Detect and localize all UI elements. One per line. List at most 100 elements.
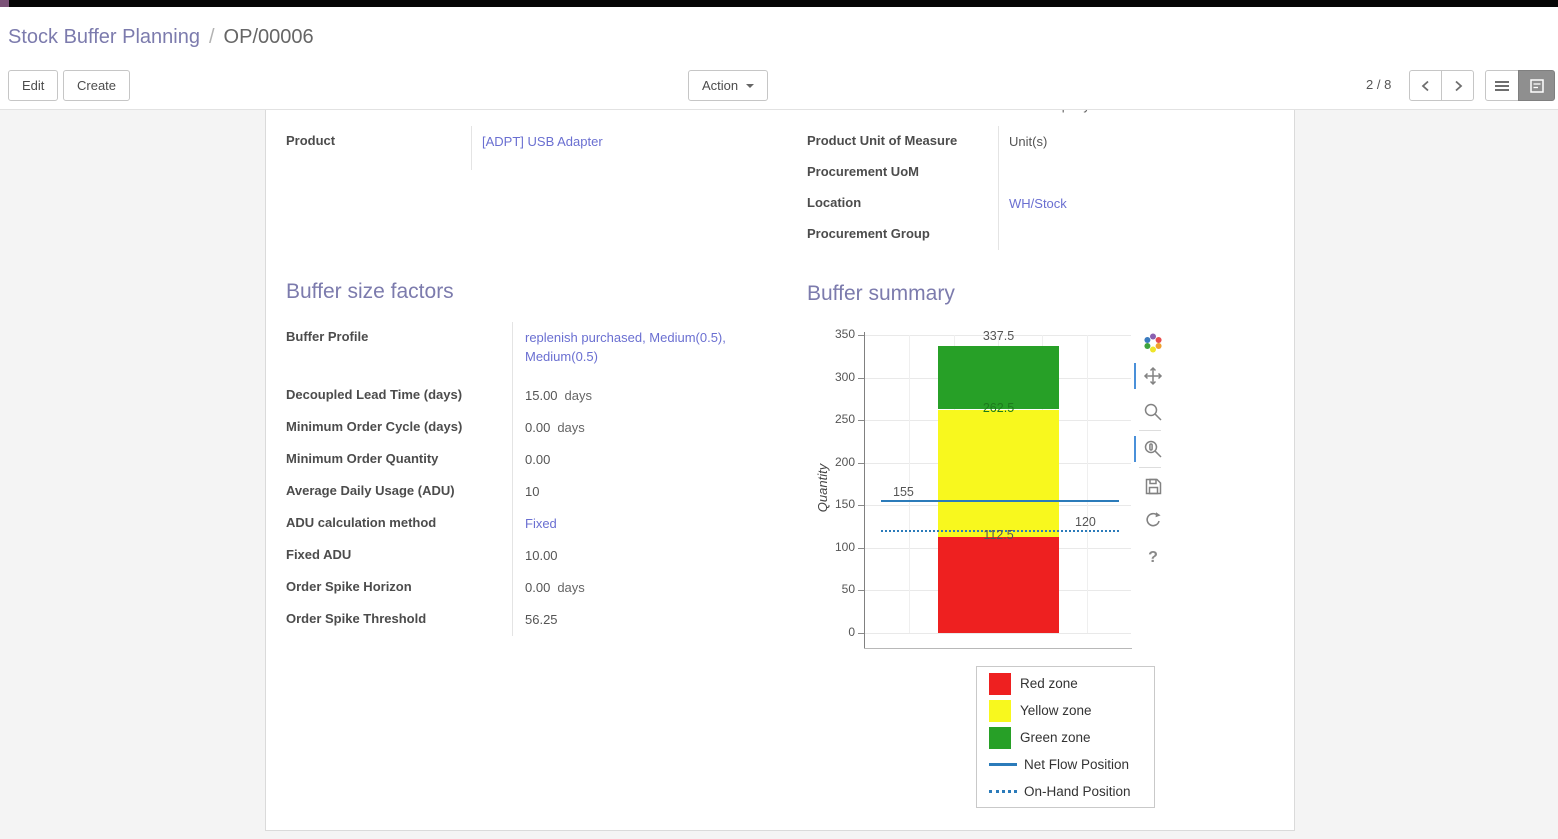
field-row-min-order-cycle: Minimum Order Cycle (days) 0.00 days <box>286 412 786 444</box>
field-value: 0.00 days <box>512 572 760 604</box>
section-title-buffer-summary: Buffer summary <box>807 282 955 305</box>
active-tool-indicator <box>1134 363 1136 389</box>
wheel-zoom-tool-icon[interactable] <box>1141 436 1165 462</box>
form-view-icon <box>1529 78 1544 93</box>
breadcrumb: Stock Buffer Planning / OP/00006 <box>8 26 314 49</box>
field-label: Order Spike Horizon <box>286 579 412 594</box>
y-tick-label: 150 <box>834 497 855 512</box>
product-link[interactable]: [ADPT] USB Adapter <box>482 134 603 149</box>
field-row-spike-threshold: Order Spike Threshold 56.25 <box>286 604 786 636</box>
toolbar-separator <box>1139 467 1161 468</box>
product-field-group: Product [ADPT] USB Adapter <box>286 126 756 170</box>
zone-yellow-zone <box>938 409 1059 538</box>
field-label: Location <box>807 195 862 210</box>
top-menu-bar <box>0 0 1558 7</box>
field-row-fixed-adu: Fixed ADU 10.00 <box>286 540 786 572</box>
bokeh-logo-icon[interactable] <box>1141 330 1165 356</box>
app-logo <box>0 0 9 7</box>
field-row-adu: Average Daily Usage (ADU) 10 <box>286 476 786 508</box>
tick-mark <box>858 505 865 507</box>
field-value: Unit(s) <box>998 126 1253 157</box>
field-number: 15.00 <box>525 388 558 403</box>
caret-down-icon <box>746 83 755 88</box>
field-number: 0.00 <box>525 580 551 595</box>
y-tick-label: 250 <box>834 412 855 427</box>
adu-method-link[interactable]: Fixed <box>525 516 557 531</box>
gridline-v <box>909 335 911 633</box>
y-tick-label: 100 <box>834 539 855 554</box>
field-row-spike-horizon: Order Spike Horizon 0.00 days <box>286 572 786 604</box>
field-row-procurement-group: Procurement Group <box>807 219 1277 250</box>
procurement-field-group: Product Unit of Measure Unit(s) Procurem… <box>807 126 1277 250</box>
y-tick-label: 0 <box>848 625 855 639</box>
list-view-icon <box>1495 80 1509 91</box>
legend-swatch-net-flow-position <box>989 763 1017 766</box>
field-row-procurement-uom: Procurement UoM <box>807 157 1277 188</box>
tick-mark <box>858 590 865 592</box>
section-title-buffer-size-factors: Buffer size factors <box>286 280 454 303</box>
list-view-button[interactable] <box>1485 70 1519 101</box>
chart-toolbar: ? <box>1134 323 1170 566</box>
field-label: Order Spike Threshold <box>286 611 427 626</box>
field-label: Decoupled Lead Time (days) <box>286 387 463 402</box>
pager-next-button[interactable] <box>1441 70 1474 101</box>
action-label: Action <box>702 78 739 93</box>
help-tool-icon[interactable]: ? <box>1148 549 1158 566</box>
field-label: Procurement Group <box>807 226 930 241</box>
field-value: 56.25 <box>512 604 760 636</box>
boundary-label: 112.5 <box>983 528 1014 543</box>
tick-mark <box>858 462 865 464</box>
legend-swatch-red-zone <box>989 672 1011 695</box>
legend-items: Red zone Yellow zone Green zone Net Flow Po… <box>977 670 1154 805</box>
tick-mark <box>858 335 865 336</box>
form-view-button[interactable] <box>1518 70 1555 101</box>
field-label: Fixed ADU <box>286 547 352 562</box>
tick-mark <box>858 420 865 422</box>
company-value-clipped: YourCompany <box>1008 110 1090 118</box>
save-tool-icon[interactable] <box>1141 473 1165 499</box>
legend-swatch-on-hand-position <box>989 790 1017 793</box>
line-net-flow-position <box>881 500 1119 503</box>
buffer-profile-link[interactable]: replenish purchased, Medium(0.5), Medium… <box>525 330 726 364</box>
legend-item: Green zone <box>977 724 1154 751</box>
field-row-location: Location WH/Stock <box>807 188 1277 219</box>
field-number: 0.00 <box>525 420 551 435</box>
box-zoom-tool-icon[interactable] <box>1141 399 1165 425</box>
y-axis-line <box>864 332 865 648</box>
y-tick-label: 350 <box>834 327 855 341</box>
field-value: Fixed <box>512 508 760 540</box>
field-value: 10 <box>512 476 760 508</box>
action-dropdown-button[interactable]: Action <box>688 70 769 101</box>
legend-item: Net Flow Position <box>977 751 1154 778</box>
field-value: [ADPT] USB Adapter <box>471 126 726 170</box>
pager-prev-button[interactable] <box>1409 70 1442 101</box>
pan-tool-icon[interactable] <box>1141 363 1165 389</box>
y-tick-label: 50 <box>841 582 855 597</box>
edit-button[interactable]: Edit <box>8 70 59 101</box>
chart-legend: Red zone Yellow zone Green zone Net Flow Po… <box>976 666 1155 808</box>
tick-mark <box>858 633 865 634</box>
create-button[interactable]: Create <box>63 70 131 101</box>
legend-label: Net Flow Position <box>1024 757 1130 772</box>
breadcrumb-row: Stock Buffer Planning / OP/00006 <box>0 7 1558 60</box>
reset-tool-icon[interactable] <box>1141 507 1165 533</box>
zone-green-zone <box>938 345 1059 410</box>
field-value: WH/Stock <box>998 188 1253 219</box>
field-unit: days <box>557 580 585 595</box>
field-label: Buffer Profile <box>286 329 369 344</box>
breadcrumb-parent-link[interactable]: Stock Buffer Planning <box>8 26 200 48</box>
legend-label: Red zone <box>1020 676 1078 691</box>
field-value: 0.00 <box>512 444 760 476</box>
field-unit: days <box>557 420 585 435</box>
line-label-on-hand-position: 120 <box>1075 514 1096 529</box>
location-link[interactable]: WH/Stock <box>1009 196 1067 211</box>
tick-mark <box>858 377 865 379</box>
control-panel: Edit Create Action 2 / 8 <box>0 60 1558 110</box>
chevron-right-icon <box>1454 80 1462 91</box>
line-on-hand-position <box>881 529 1119 532</box>
field-row-dlt: Decoupled Lead Time (days) 15.00 days <box>286 380 786 412</box>
field-value: 10.00 <box>512 540 760 572</box>
field-unit: days <box>564 388 593 403</box>
field-label: Minimum Order Cycle (days) <box>286 419 463 434</box>
